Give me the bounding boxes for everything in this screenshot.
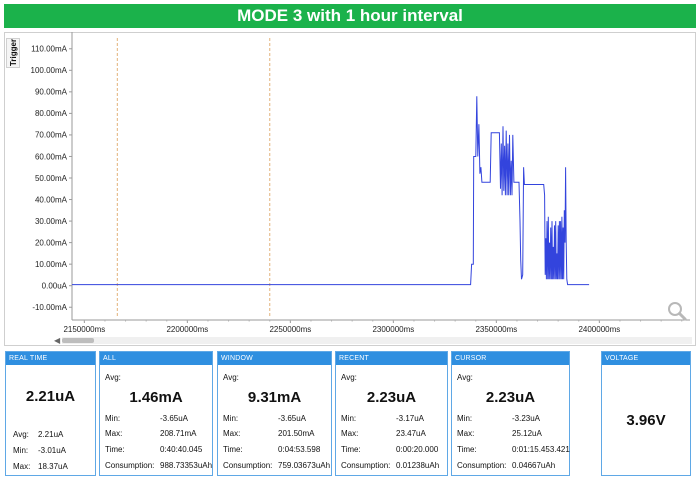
window-avg-value: 9.31mA: [247, 389, 302, 406]
recent-min-label: Min:: [341, 414, 357, 423]
y-tick-label: 70.00mA: [35, 131, 68, 140]
y-tick-label: 90.00mA: [35, 88, 68, 97]
voltage-header: VOLTAGE: [602, 352, 690, 365]
cursor-min-label: Min:: [457, 414, 473, 423]
zoom-icon[interactable]: [666, 300, 688, 322]
cursor-max-value: 25.12uA: [512, 429, 542, 438]
y-tick-label: 110.00mA: [31, 45, 68, 54]
recent-time-label: Time:: [341, 445, 361, 454]
realtime-header: REAL TIME: [6, 352, 95, 365]
x-tick-label: 2350000ms: [475, 325, 517, 334]
horizontal-scrollbar[interactable]: [62, 337, 692, 344]
cursor-consumption-value: 0.04667uAh: [512, 461, 556, 470]
y-tick-label: -10.00mA: [32, 303, 67, 312]
cursor-max-label: Max:: [457, 429, 475, 438]
realtime-max-value: 18.37uA: [38, 462, 68, 471]
window-time-label: Time:: [223, 445, 243, 454]
y-tick-label: 50.00mA: [35, 174, 68, 183]
scrollbar-thumb[interactable]: [62, 338, 94, 343]
y-tick-label: 80.00mA: [35, 109, 68, 118]
y-tick-label: 100.00mA: [31, 66, 68, 75]
x-tick-label: 2300000ms: [372, 325, 414, 334]
x-tick-label: 2250000ms: [269, 325, 311, 334]
all-consumption-value: 988.73353uAh: [160, 461, 213, 470]
realtime-value: 2.21uA: [25, 388, 76, 405]
page-title-banner: MODE 3 with 1 hour interval: [4, 4, 696, 28]
cursor-consumption-label: Consumption:: [457, 461, 507, 470]
all-consumption-label: Consumption:: [105, 461, 155, 470]
realtime-min-value: -3.01uA: [38, 446, 67, 455]
window-markers: [116, 38, 271, 318]
all-header: ALL: [100, 352, 212, 365]
cursor-min-value: -3.23uA: [512, 414, 541, 423]
all-time-value: 0:40:40.045: [160, 445, 203, 454]
y-tick-label: 10.00mA: [35, 260, 68, 269]
window-avg-label: Avg:: [223, 373, 239, 382]
window-header: WINDOW: [218, 352, 331, 365]
realtime-avg-value: 2.21uA: [38, 430, 64, 439]
recent-consumption-value: 0.01238uAh: [396, 461, 440, 470]
y-tick-label: 20.00mA: [35, 238, 68, 247]
recent-max-value: 23.47uA: [396, 429, 426, 438]
window-min-value: -3.65uA: [278, 414, 307, 423]
window-time-value: 0:04:53.598: [278, 445, 321, 454]
series-layer: [72, 96, 590, 286]
all-max-label: Max:: [105, 429, 123, 438]
realtime-min-label: Min:: [13, 446, 29, 455]
all-avg-label: Avg:: [105, 373, 121, 382]
voltage-panel: VOLTAGE 3.96V: [601, 351, 691, 476]
window-consumption-value: 759.03673uAh: [278, 461, 331, 470]
scroll-left-arrow[interactable]: ◀: [54, 336, 61, 345]
y-axis: 110.00mA 100.00mA 90.00mA 80.00mA 70.00mA 60.…: [31, 32, 73, 320]
x-axis: 2150000ms 2200000ms 2250000ms 2300000ms 2350…: [63, 319, 690, 334]
cursor-time-label: Time:: [457, 445, 477, 454]
realtime-max-label: Max:: [13, 462, 31, 471]
x-tick-label: 2200000ms: [166, 325, 208, 334]
recent-max-label: Max:: [341, 429, 359, 438]
plot-area[interactable]: [4, 32, 696, 346]
realtime-avg-label: Avg:: [13, 430, 29, 439]
x-tick-label: 2400000ms: [578, 325, 620, 334]
y-tick-label: 60.00mA: [35, 152, 68, 161]
recent-time-value: 0:00:20.000: [396, 445, 439, 454]
y-tick-label: 0.00uA: [42, 281, 68, 290]
current-series-line: [72, 96, 590, 286]
all-time-label: Time:: [105, 445, 125, 454]
window-max-label: Max:: [223, 429, 241, 438]
recent-avg-value: 2.23uA: [366, 389, 417, 406]
all-panel: ALL Avg: 1.46mA Min: -3.65uA Max: 208.71…: [99, 351, 213, 476]
cursor-time-value: 0:01:15.453.421: [512, 445, 570, 454]
trigger-tab[interactable]: Trigger: [6, 38, 20, 68]
current-chart[interactable]: 110.00mA 100.00mA 90.00mA 80.00mA 70.00mA 60.…: [0, 0, 700, 350]
all-min-label: Min:: [105, 414, 121, 423]
cursor-panel: CURSOR Avg: 2.23uA Min: -3.23uA Max: 25.…: [451, 351, 570, 476]
cursor-header: CURSOR: [452, 352, 569, 365]
recent-header: RECENT: [336, 352, 447, 365]
x-tick-label: 2150000ms: [63, 325, 105, 334]
window-max-value: 201.50mA: [278, 429, 315, 438]
recent-avg-label: Avg:: [341, 373, 357, 382]
y-tick-label: 30.00mA: [35, 217, 68, 226]
all-min-value: -3.65uA: [160, 414, 189, 423]
recent-min-value: -3.17uA: [396, 414, 425, 423]
cursor-avg-value: 2.23uA: [485, 389, 536, 406]
recent-panel: RECENT Avg: 2.23uA Min: -3.17uA Max: 23.…: [335, 351, 448, 476]
window-panel: WINDOW Avg: 9.31mA Min: -3.65uA Max: 201…: [217, 351, 332, 476]
y-tick-label: 40.00mA: [35, 195, 68, 204]
all-avg-value: 1.46mA: [129, 389, 183, 406]
recent-consumption-label: Consumption:: [341, 461, 391, 470]
window-consumption-label: Consumption:: [223, 461, 273, 470]
voltage-value: 3.96V: [626, 412, 666, 429]
window-min-label: Min:: [223, 414, 239, 423]
realtime-panel: REAL TIME 2.21uA Avg: 2.21uA Min: -3.01u…: [5, 351, 96, 476]
all-max-value: 208.71mA: [160, 429, 197, 438]
cursor-avg-label: Avg:: [457, 373, 473, 382]
